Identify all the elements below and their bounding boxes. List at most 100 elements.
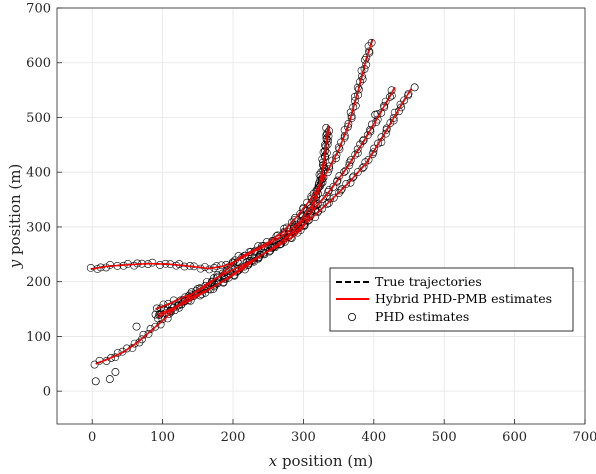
phd-estimate-point: [359, 162, 368, 171]
phd-estimate-point: [148, 258, 157, 267]
x-axis-label-text: position (m): [277, 452, 373, 470]
legend-label-true: True trajectories: [375, 274, 482, 289]
legend-label-phd: PHD estimates: [375, 309, 469, 324]
phd-estimate-point: [228, 258, 237, 267]
phd-estimate-point: [271, 243, 279, 252]
phd-estimate-point: [205, 265, 214, 274]
phd-estimate-point: [118, 347, 127, 356]
x-axis-label-var: x: [269, 452, 278, 470]
x-tick-label: 700: [573, 430, 596, 445]
phd-estimate-point: [329, 182, 338, 191]
phd-estimate-point: [389, 114, 398, 122]
phd-estimate-point: [341, 166, 350, 175]
x-tick-label: 500: [432, 430, 457, 445]
series-layer: [86, 38, 419, 386]
hybrid-estimate-line: [95, 125, 329, 365]
phd-estimate-point: [130, 339, 139, 348]
phd-estimate-point: [299, 205, 307, 213]
x-tick-label: 100: [150, 430, 175, 445]
y-tick-label: 100: [26, 330, 51, 345]
phd-estimate-point: [386, 93, 394, 101]
phd-estimate-point: [359, 137, 367, 145]
phd-estimate-point: [368, 150, 377, 158]
phd-estimate-point: [367, 38, 376, 47]
phd-estimate-point: [348, 173, 357, 182]
phd-estimate-point: [288, 218, 296, 227]
phd-estimate-point: [322, 124, 331, 132]
y-axis-label: y position (m): [6, 164, 24, 270]
y-tick-label: 600: [26, 56, 51, 71]
phd-estimate-point: [346, 178, 355, 187]
x-tick-label: 600: [502, 430, 527, 445]
phd-estimate-point: [105, 375, 114, 384]
phd-estimate-point: [201, 281, 210, 290]
legend-box: [329, 267, 574, 332]
phd-estimate-point: [380, 101, 388, 110]
phd-estimate-point: [369, 148, 378, 157]
phd-estimate-point: [349, 172, 358, 181]
x-axis-label: x position (m): [269, 452, 374, 470]
legend-label-hybrid: Hybrid PHD-PMB estimates: [375, 291, 552, 306]
x-tick-label: 400: [361, 430, 386, 445]
phd-estimate-point: [328, 156, 337, 165]
phd-estimate-point: [324, 199, 333, 208]
phd-estimate-point: [325, 164, 334, 173]
phd-estimate-point: [132, 322, 141, 331]
y-tick-label: 500: [26, 111, 51, 126]
phd-estimate-point: [353, 168, 362, 177]
phd-estimate-point: [156, 261, 164, 269]
phd-estimate-point: [404, 89, 413, 98]
y-axis-label-text: position (m): [6, 164, 24, 260]
phd-estimate-point: [300, 221, 309, 230]
x-tick-label: 200: [221, 430, 246, 445]
phd-estimate-point: [337, 185, 346, 193]
phd-estimate-point: [353, 145, 362, 154]
phd-estimate-point: [212, 273, 221, 282]
x-tick-label: 0: [88, 430, 96, 445]
phd-estimate-point: [335, 172, 344, 180]
phd-estimate-point: [325, 186, 333, 194]
phd-estimate-point: [122, 344, 131, 353]
axis-ticks: 0 100 200 300 400 500 600 700 0 100 200 300 400 500 60…: [26, 2, 596, 446]
phd-estimate-point: [382, 124, 391, 133]
hybrid-estimate-line: [90, 128, 330, 270]
plot-background: [57, 8, 585, 424]
phd-estimate-point: [329, 193, 338, 202]
y-tick-label: 400: [26, 166, 51, 181]
phd-estimate-point: [357, 72, 366, 81]
phd-estimate-point: [366, 126, 374, 134]
y-tick-label: 0: [43, 385, 51, 400]
phd-estimate-point: [359, 135, 368, 144]
phd-estimate-point: [254, 253, 263, 261]
plot-frame: [56, 7, 586, 425]
phd-estimate-point: [111, 368, 120, 376]
phd-estimate-point: [173, 301, 182, 310]
y-tick-label: 700: [26, 2, 51, 17]
y-tick-label: 200: [26, 275, 51, 290]
phd-estimate-point: [334, 189, 343, 198]
phd-estimate-point: [91, 377, 100, 386]
hybrid-estimate-line: [157, 88, 412, 318]
phd-estimate-point: [333, 176, 342, 185]
phd-estimate-point: [326, 194, 335, 203]
phd-estimate-point: [345, 158, 354, 167]
legend: True trajectories Hybrid PHD-PMB estimat…: [329, 267, 574, 332]
phd-estimate-point: [90, 360, 99, 369]
phd-estimate-point: [107, 354, 115, 362]
x-tick-label: 300: [291, 430, 316, 445]
legend-swatch-phd: [347, 312, 356, 321]
phd-estimate-point: [318, 204, 327, 213]
phd-estimate-point: [336, 186, 345, 195]
y-tick-label: 300: [26, 220, 51, 235]
phd-estimate-point: [346, 156, 355, 165]
y-axis-label-var: y: [6, 259, 24, 269]
phd-estimate-point: [374, 139, 383, 148]
phd-estimate-point: [324, 137, 333, 145]
phd-estimate-point: [325, 162, 333, 171]
phd-estimate-point: [343, 122, 352, 131]
phd-estimate-point: [214, 272, 223, 281]
trajectory-lines: [90, 39, 412, 365]
phd-estimate-point: [322, 192, 331, 200]
phd-estimate-point: [151, 322, 160, 331]
